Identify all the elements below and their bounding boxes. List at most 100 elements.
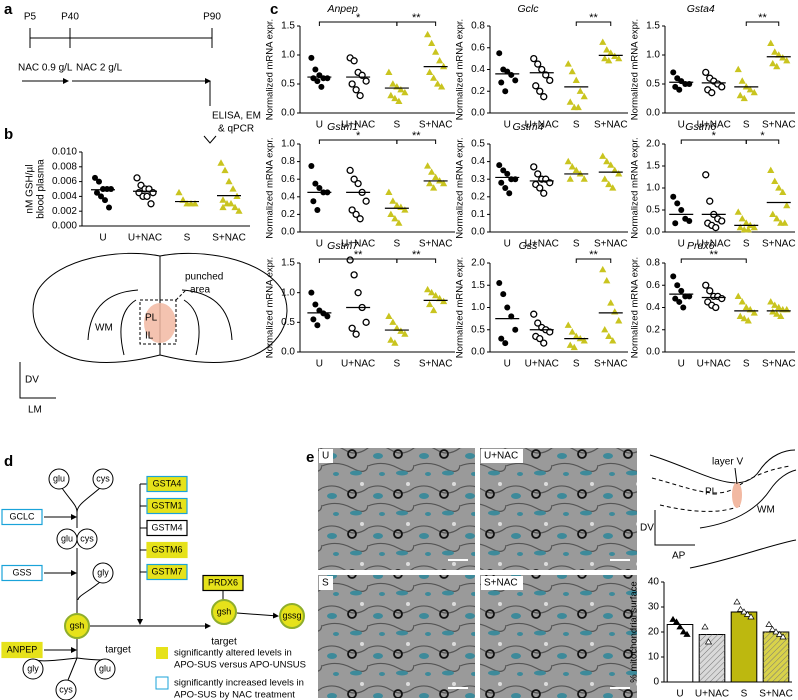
data-point	[352, 210, 360, 219]
significance-label: **	[412, 249, 421, 261]
data-point	[601, 175, 609, 182]
data-point	[768, 625, 777, 632]
x-tick-label: S	[743, 359, 750, 370]
data-point	[564, 321, 572, 328]
data-point	[683, 630, 691, 637]
y-tick-label: 1.0	[646, 50, 660, 61]
data-point	[676, 86, 683, 93]
data-point	[599, 152, 607, 159]
y-tick-label: 0.6	[281, 174, 295, 185]
data-point	[676, 623, 684, 630]
brain-label: IL	[145, 331, 154, 342]
data-point	[346, 166, 354, 175]
data-point	[605, 180, 613, 188]
data-point	[534, 170, 542, 178]
data-point	[308, 54, 315, 61]
readout-label: & qPCR	[218, 124, 254, 135]
data-point	[676, 298, 683, 305]
micrograph	[480, 448, 637, 570]
significance-bracket	[575, 258, 612, 263]
data-point	[607, 49, 615, 56]
data-point	[599, 265, 607, 273]
data-point	[580, 92, 588, 100]
data-point	[496, 162, 503, 169]
y-tick-label: 0.6	[471, 42, 485, 53]
data-point	[217, 159, 225, 166]
y-axis-label: Normalized mRNA expr.	[265, 19, 276, 120]
x-tick-label: S	[743, 239, 750, 250]
data-point	[607, 299, 615, 306]
x-tick-label: U+NAC	[128, 233, 162, 244]
data-point	[611, 166, 619, 173]
y-tick-label: 0.8	[646, 258, 660, 269]
y-tick-label: 0.2	[471, 86, 485, 97]
y-tick-label: 0.3	[471, 174, 485, 185]
data-point	[615, 170, 623, 177]
x-tick-label: U	[316, 120, 323, 131]
y-tick-label: 0.4	[471, 64, 485, 75]
y-tick-label: 0.1	[471, 209, 485, 220]
data-point	[393, 201, 401, 209]
data-point	[143, 192, 151, 201]
y-axis-label: Normalized mRNA expr.	[630, 19, 641, 120]
data-point	[314, 207, 321, 213]
data-point	[504, 170, 511, 177]
chart-title: Gclc	[517, 3, 539, 15]
data-point	[775, 303, 783, 311]
y-tick-label: 0.0	[281, 108, 295, 119]
x-tick-label: U	[316, 239, 323, 250]
y-tick-label: 0.0	[471, 108, 485, 119]
data-point	[702, 171, 710, 179]
data-point	[426, 68, 434, 75]
significance-label: *	[356, 12, 361, 24]
data-point	[564, 60, 572, 67]
data-point	[718, 83, 726, 91]
data-point	[779, 188, 787, 195]
data-point	[356, 91, 364, 100]
y-axis-label: blood plasma	[36, 159, 47, 219]
significance-label: *	[712, 130, 717, 142]
x-tick-label: U	[99, 233, 106, 244]
data-point	[530, 54, 538, 63]
significance-bracket	[680, 258, 747, 263]
enzyme-label: GCLC	[9, 511, 35, 521]
data-point	[773, 310, 781, 317]
significance-bracket	[396, 258, 437, 263]
data-point	[348, 80, 356, 88]
data-point	[385, 188, 393, 195]
data-point	[191, 200, 199, 207]
x-tick-label: S+NAC	[419, 239, 453, 250]
metabolite-label: gly	[27, 663, 39, 673]
y-axis-label: Normalized mRNA expr.	[265, 137, 276, 238]
data-point	[424, 30, 432, 38]
data-point	[385, 312, 393, 319]
y-tick-label: 0.2	[281, 209, 295, 220]
y-axis-label: Normalized mRNA expr.	[265, 257, 276, 358]
y-tick-label: 2.0	[471, 258, 485, 269]
data-point	[746, 86, 754, 93]
x-tick-label: U	[678, 359, 685, 370]
data-point	[312, 301, 319, 308]
metabolite-node	[22, 658, 44, 680]
legend-label: APO-SUS versus APO-UNSUS	[174, 660, 306, 671]
data-point	[229, 185, 237, 192]
data-point	[580, 175, 588, 182]
x-tick-label: U	[504, 239, 511, 250]
enzyme-box	[146, 497, 188, 515]
data-point	[316, 185, 323, 191]
significance-bracket	[745, 21, 780, 26]
y-tick-label: 0.5	[646, 205, 660, 216]
data-point	[781, 219, 789, 226]
metabolite-label: glu	[61, 533, 73, 543]
data-point	[500, 167, 507, 174]
data-point	[772, 628, 780, 635]
y-tick-label: 0.0	[281, 227, 295, 238]
data-point	[779, 633, 787, 640]
enzyme-label: GSTM4	[151, 522, 182, 532]
x-tick-label: U+NAC	[525, 120, 559, 131]
bar	[698, 634, 726, 683]
data-point	[734, 292, 742, 299]
data-point	[601, 54, 609, 62]
enzyme-box	[1, 641, 43, 659]
data-point	[498, 335, 505, 342]
